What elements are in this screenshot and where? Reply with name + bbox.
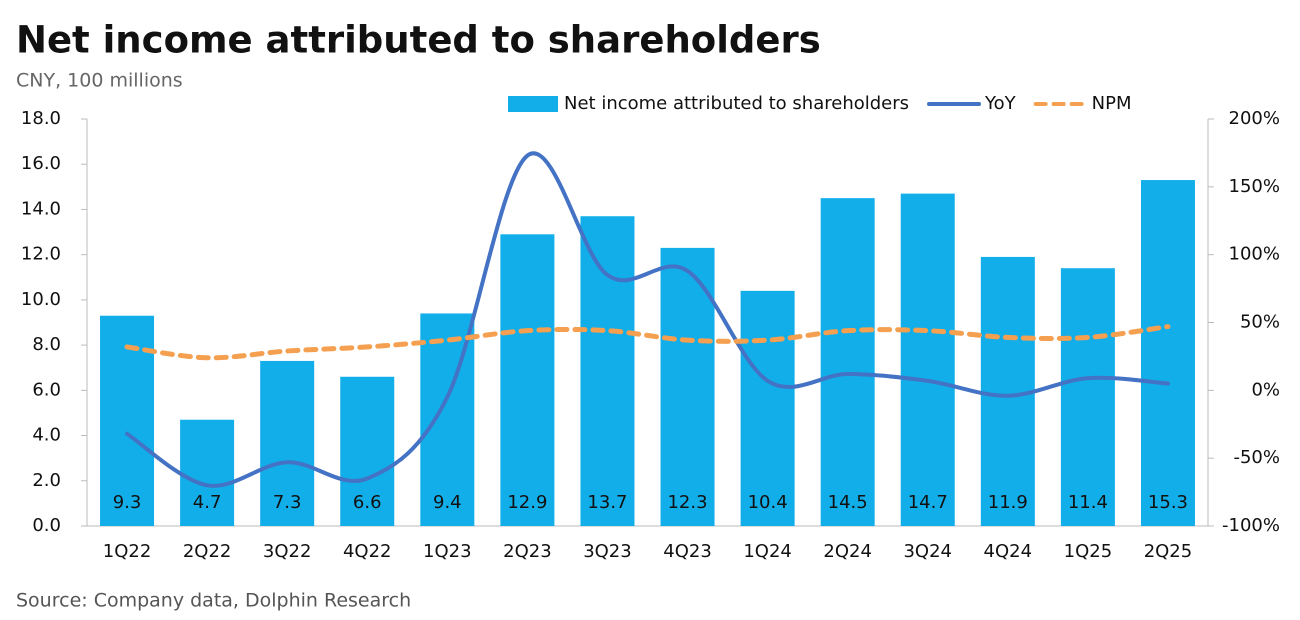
data-label: 9.4	[433, 492, 462, 513]
y-tick-label: 6.0	[32, 379, 61, 400]
line-series	[125, 151, 1170, 488]
data-label: 9.3	[113, 492, 142, 513]
data-label: 11.4	[1068, 492, 1108, 513]
data-label: 13.7	[587, 492, 627, 513]
data-label: 15.3	[1148, 492, 1188, 513]
x-tick-label: 4Q22	[343, 541, 392, 562]
bar	[740, 290, 795, 526]
bar	[1140, 180, 1195, 527]
data-label: 12.9	[507, 492, 547, 513]
data-label: 14.7	[908, 492, 948, 513]
chart-title: Net income attributed to shareholders	[16, 19, 821, 62]
legend-label: NPM	[1092, 93, 1132, 114]
x-tick-label: 2Q25	[1144, 541, 1193, 562]
bar	[820, 198, 875, 526]
x-tick-label: 2Q22	[183, 541, 232, 562]
data-label: 4.7	[193, 492, 222, 513]
x-tick-label: 1Q22	[103, 541, 152, 562]
y2-tick-label: -50%	[1233, 447, 1280, 468]
legend-label: YoY	[984, 93, 1017, 114]
data-label: 14.5	[828, 492, 868, 513]
bar	[900, 193, 955, 526]
x-tick-label: 2Q24	[823, 541, 872, 562]
x-tick-label: 3Q22	[263, 541, 312, 562]
y-tick-label: 14.0	[21, 198, 61, 219]
x-tick-label: 3Q23	[583, 541, 632, 562]
line-series	[124, 324, 1171, 361]
x-tick-label: 1Q23	[423, 541, 472, 562]
bar	[260, 360, 315, 526]
x-tick-label: 3Q24	[903, 541, 952, 562]
y2-tick-label: -100%	[1222, 515, 1280, 536]
y-tick-label: 16.0	[21, 153, 61, 174]
bar	[180, 419, 235, 526]
y2-tick-label: 100%	[1229, 244, 1280, 265]
y2-tick-label: 50%	[1240, 312, 1280, 333]
y2-tick-label: 150%	[1229, 176, 1280, 197]
y-tick-label: 4.0	[32, 425, 61, 446]
x-tick-label: 4Q23	[663, 541, 712, 562]
bar	[500, 234, 555, 527]
y-tick-label: 0.0	[32, 515, 61, 536]
y2-tick-label: 0%	[1251, 379, 1280, 400]
data-label: 12.3	[667, 492, 707, 513]
y-tick-label: 2.0	[32, 470, 61, 491]
data-label: 6.6	[353, 492, 382, 513]
x-tick-label: 2Q23	[503, 541, 552, 562]
y-tick-label: 18.0	[21, 108, 61, 129]
legend-swatch	[508, 96, 558, 112]
bar	[340, 376, 395, 526]
data-label: 10.4	[748, 492, 788, 513]
y-tick-label: 12.0	[21, 244, 61, 265]
y2-tick-label: 200%	[1229, 108, 1280, 129]
chart-subtitle: CNY, 100 millions	[16, 70, 183, 92]
x-tick-label: 4Q24	[984, 541, 1033, 562]
bar	[660, 247, 715, 526]
x-tick-label: 1Q24	[743, 541, 792, 562]
source-note: Source: Company data, Dolphin Research	[16, 590, 411, 612]
bar	[1060, 268, 1115, 526]
bar	[580, 216, 635, 526]
y-tick-label: 10.0	[21, 289, 61, 310]
legend-label: Net income attributed to shareholders	[564, 93, 909, 114]
x-tick-label: 1Q25	[1064, 541, 1113, 562]
data-label: 7.3	[273, 492, 302, 513]
y-tick-label: 8.0	[32, 334, 61, 355]
data-label: 11.9	[988, 492, 1028, 513]
